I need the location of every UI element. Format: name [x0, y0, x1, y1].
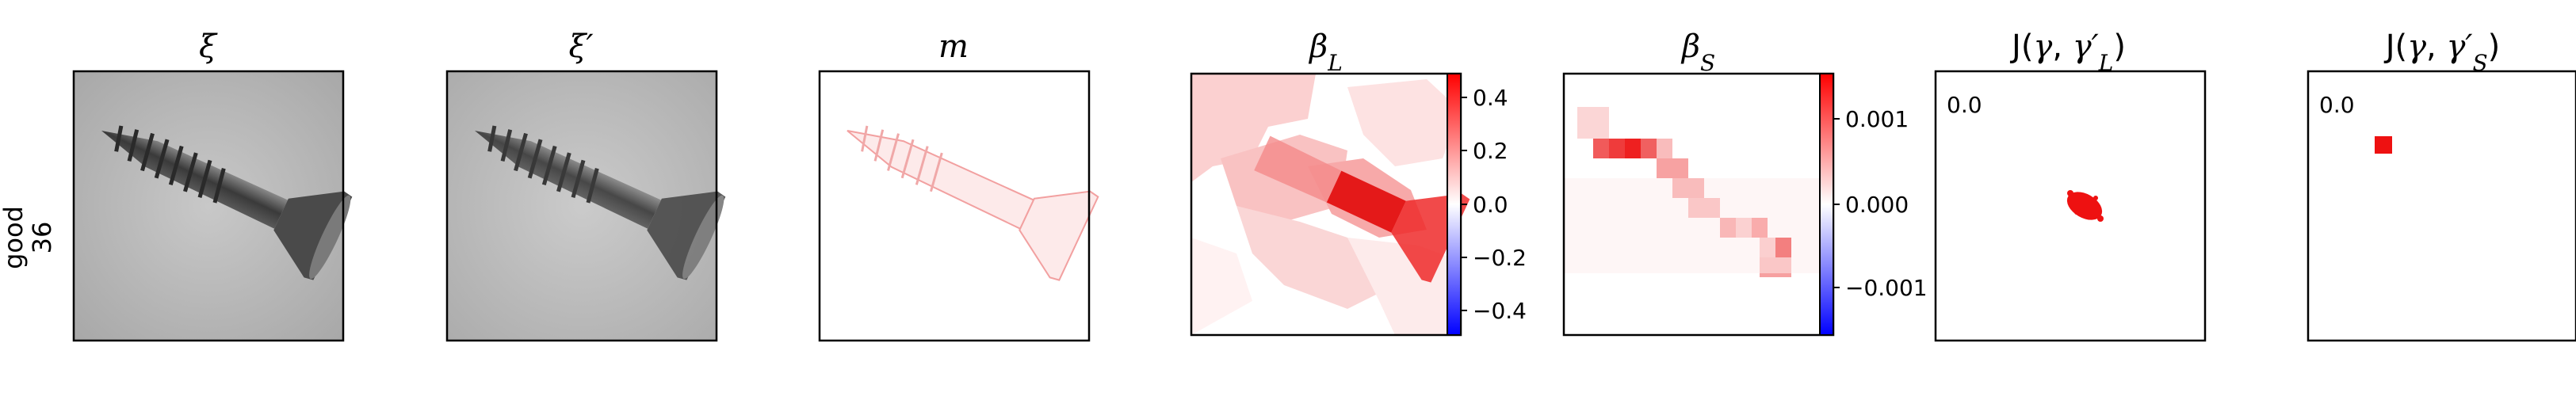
frame-m — [818, 70, 1091, 342]
colorbar-beta-s — [1819, 73, 1834, 336]
panel-title-j-s: J(γ, γ′S) — [2383, 29, 2501, 76]
colorbar-beta-s-tick: 0.000 — [1845, 192, 1909, 218]
frame-xi-prime — [445, 70, 718, 342]
colorbar-beta-l-tick: −0.4 — [1473, 298, 1527, 324]
row-label: good 36 — [0, 206, 57, 269]
j-s-square — [2375, 136, 2392, 154]
panel-xi-prime: ξ′ — [445, 29, 731, 342]
colorbar-beta-s-tick: −0.001 — [1845, 275, 1928, 301]
j-l-value: 0.0 — [1947, 92, 1982, 118]
panel-xi: ξ — [72, 29, 357, 342]
heatmap-beta-l-regions — [1191, 74, 1461, 335]
heatmap-beta-s-cells — [1564, 107, 1833, 277]
frame-j-l — [1934, 70, 2207, 342]
mask-outline — [847, 125, 1099, 281]
panel-j-s: J(γ, γ′S) 0.0 — [2307, 29, 2576, 342]
panel-title-m: m — [938, 29, 969, 65]
panel-m: m — [818, 29, 1099, 342]
colorbar-beta-l — [1447, 73, 1462, 336]
colorbar-beta-l-tick: 0.0 — [1473, 192, 1508, 218]
panel-title-j-l: J(γ, γ′L) — [2009, 29, 2126, 76]
row-label-line1: good — [0, 206, 29, 269]
colorbar-ticks-beta-s: 0.001 0.000 −0.001 — [1833, 106, 1928, 301]
frame-xi — [72, 70, 345, 342]
colorbar-beta-s-tick: 0.001 — [1845, 106, 1909, 132]
colorbar-ticks-beta-l: 0.4 0.2 0.0 −0.2 −0.4 — [1461, 85, 1527, 324]
row-label-line2: 36 — [27, 222, 57, 254]
j-s-value: 0.0 — [2319, 92, 2355, 118]
frame-j-s — [2307, 70, 2576, 342]
panel-beta-l: βL 0.4 0.2 0.0 −0.2 — [1190, 29, 1527, 337]
image-j-s — [2308, 71, 2576, 341]
panel-title-xi-prime: ξ′ — [568, 29, 593, 65]
j-l-blob — [2066, 190, 2104, 222]
panel-title-beta-l: βL — [1308, 29, 1343, 76]
panel-j-l: J(γ, γ′L) 0.0 — [1934, 29, 2207, 342]
colorbar-beta-l-tick: 0.4 — [1473, 85, 1508, 111]
colorbar-beta-l-tick: −0.2 — [1473, 245, 1527, 271]
panel-beta-s: βS 0.001 0.000 — [1562, 29, 1928, 337]
colorbar-beta-l-tick: 0.2 — [1473, 138, 1508, 164]
panel-title-beta-s: βS — [1680, 29, 1715, 76]
panel-title-xi: ξ — [199, 29, 218, 65]
